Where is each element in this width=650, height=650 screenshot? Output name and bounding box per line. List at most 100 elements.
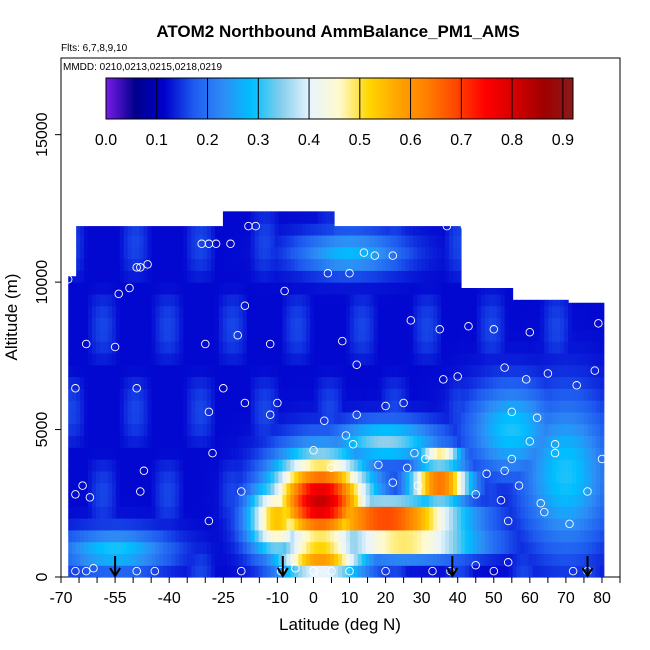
heatmap-cell [155,459,161,472]
heatmap-cell [274,529,280,543]
heatmap-cell [103,293,109,307]
colorbar-segment [275,78,278,119]
heatmap-cell [425,246,430,260]
heatmap-cell [421,482,426,496]
heatmap-cell [270,529,276,543]
heatmap-cell [599,376,605,389]
heatmap-cell [230,293,236,307]
heatmap-cell [274,423,280,437]
heatmap-cell [413,270,418,283]
heatmap-cell [552,305,557,319]
heatmap-cell [95,411,101,425]
heatmap-cell [294,211,299,224]
heatmap-cell [218,293,224,307]
heatmap-cell [242,518,248,531]
heatmap-cell [218,423,224,437]
heatmap-cell [95,470,101,484]
heatmap-cell [385,400,391,413]
heatmap-cell [203,234,208,248]
heatmap-cell [330,223,335,236]
heatmap-cell [520,470,526,484]
heatmap-cell [595,411,601,425]
heatmap-cell [115,518,121,531]
heatmap-cell [429,246,434,260]
heatmap-cell [254,293,260,307]
heatmap-cell [84,482,89,496]
heatmap-cell [298,341,303,354]
heatmap-cell [484,541,490,555]
heatmap-cell [357,329,363,342]
heatmap-cell [484,482,490,496]
colorbar-tick-label: 0.5 [349,132,371,149]
heatmap-cell [199,494,204,507]
heatmap-cell [88,293,93,307]
heatmap-cell [357,447,363,460]
heatmap-cell [413,435,418,448]
heatmap-cell [103,482,109,496]
heatmap-cell [587,305,593,319]
heatmap-cell [437,529,442,543]
heatmap-cell [564,494,569,507]
heatmap-cell [583,435,589,448]
heatmap-cell [203,423,208,437]
heatmap-cell [246,400,252,413]
heatmap-cell [334,234,339,248]
heatmap-cell [119,423,125,437]
heatmap-cell [464,447,470,460]
heatmap-cell [167,234,172,248]
heatmap-cell [496,305,502,319]
heatmap-cell [123,518,129,531]
heatmap-cell [437,482,442,496]
heatmap-cell [290,258,295,271]
heatmap-cell [230,270,236,283]
heatmap-cell [409,529,414,543]
heatmap-cell [504,352,510,366]
heatmap-cell [425,400,430,413]
heatmap-cell [127,553,133,566]
colorbar-segment [323,78,327,119]
heatmap-cell [349,435,355,448]
heatmap-cell [381,352,387,366]
heatmap-cell [365,305,371,319]
heatmap-cell [111,388,117,401]
colorbar-segment [318,78,321,119]
heatmap-cell [441,270,446,283]
heatmap-cell [298,305,303,319]
heatmap-cell [480,447,486,460]
heatmap-cell [310,258,315,271]
heatmap-cell [599,341,605,354]
heatmap-cell [330,305,335,319]
heatmap-cell [409,435,414,448]
heatmap-cell [556,411,561,425]
heatmap-cell [349,317,355,330]
heatmap-cell [246,223,252,236]
heatmap-cell [369,258,375,271]
heatmap-cell [595,565,601,578]
heatmap-cell [556,352,561,366]
heatmap-cell [441,411,446,425]
heatmap-cell [246,305,252,319]
heatmap-cell [385,565,391,578]
heatmap-cell [151,400,157,413]
heatmap-cell [262,376,268,389]
heatmap-cell [512,411,518,425]
heatmap-cell [222,376,228,389]
heatmap-cell [500,423,506,437]
heatmap-cell [591,341,597,354]
heatmap-cell [417,376,422,389]
colorbar-segment [475,78,479,119]
heatmap-cell [92,506,97,519]
heatmap-cell [456,317,462,330]
heatmap-cell [123,565,129,578]
heatmap-cell [135,459,141,472]
heatmap-cell [433,352,438,366]
heatmap-cell [437,423,442,437]
heatmap-cell [583,506,589,519]
heatmap-cell [568,565,573,578]
heatmap-cell [437,226,442,236]
heatmap-cell [290,459,295,472]
heatmap-cell [103,411,109,425]
heatmap-cell [195,317,200,330]
heatmap-cell [405,317,410,330]
heatmap-cell [92,305,97,319]
